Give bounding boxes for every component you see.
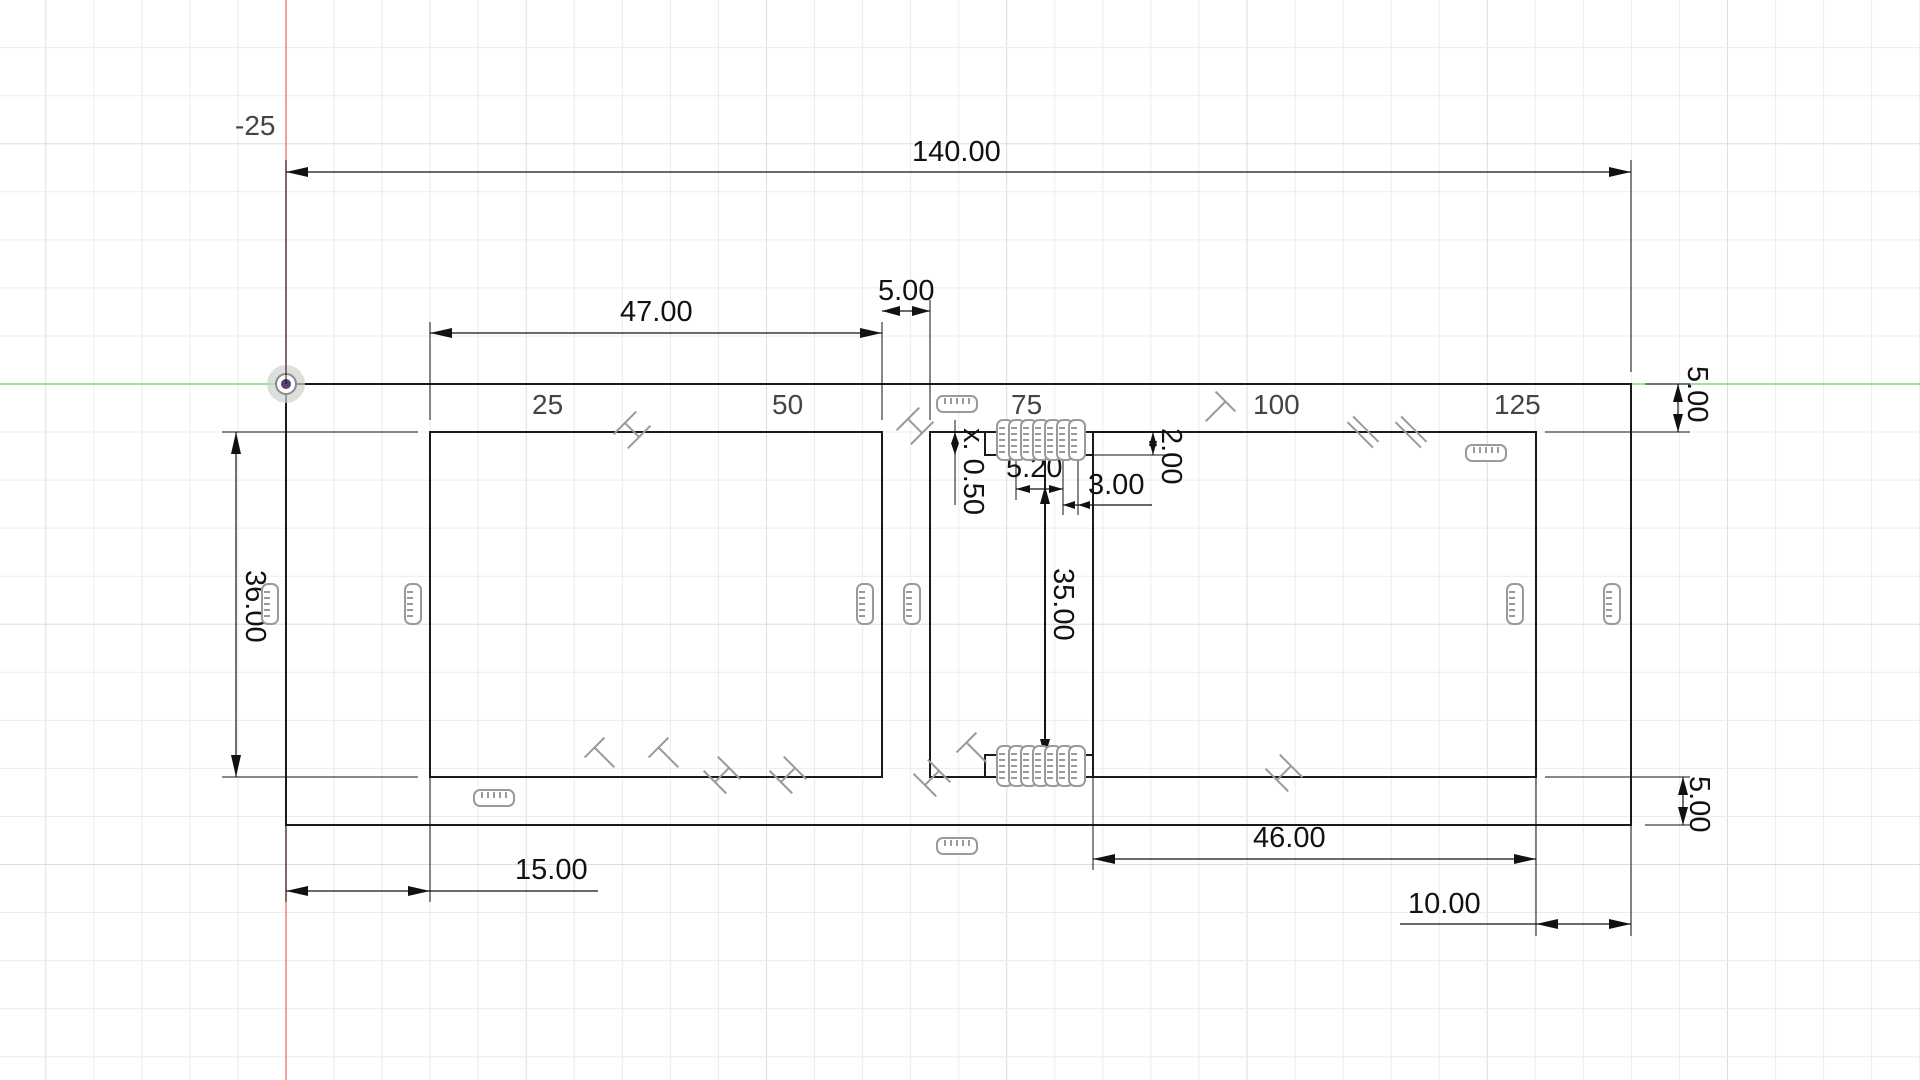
vertical-constraint-icon[interactable] — [1506, 583, 1524, 625]
dim-tab-width[interactable]: 3.00 — [1062, 455, 1152, 515]
grid-label-100: 100 — [1253, 389, 1300, 420]
dim-bottom-margin[interactable]: 5.00 — [1545, 776, 1715, 832]
left-pocket[interactable] — [429, 431, 883, 778]
svg-text:2.00: 2.00 — [1155, 428, 1187, 484]
perpendicular-constraint-icon[interactable] — [583, 736, 625, 778]
constraint-glyphs — [261, 390, 1621, 855]
vertical-constraint-icon[interactable] — [261, 583, 279, 625]
vertical-constraint-icon[interactable] — [404, 583, 422, 625]
perpendicular-constraint-icon[interactable] — [955, 731, 997, 773]
vertical-constraint-icon[interactable] — [1068, 419, 1086, 461]
dim-left-offset[interactable]: 15.00 — [285, 777, 598, 902]
grid-label-50: 50 — [772, 389, 803, 420]
svg-text:5.00: 5.00 — [1681, 366, 1713, 422]
perpendicular-constraint-icon[interactable] — [1196, 390, 1237, 432]
outer-profile[interactable] — [285, 383, 1632, 826]
coincident-constraint-icon[interactable] — [612, 410, 652, 450]
coincident-constraint-icon[interactable] — [1264, 753, 1304, 793]
dim-left-pocket-width[interactable]: 47.00 — [429, 296, 883, 420]
dim-tab-depth[interactable]: 2.00 — [1093, 428, 1187, 484]
dim-right-pocket-width[interactable]: 46.00 — [1092, 777, 1537, 936]
perpendicular-constraint-icon[interactable] — [647, 736, 689, 778]
svg-text:x. 0.50: x. 0.50 — [957, 428, 989, 515]
horizontal-constraint-icon[interactable] — [1465, 444, 1507, 462]
svg-text:35.00: 35.00 — [1047, 568, 1079, 641]
grid-label-neg25: -25 — [235, 110, 275, 141]
dim-overall-width[interactable]: 140.00 — [285, 136, 1632, 384]
dim-tab-note[interactable]: x. 0.50 — [951, 420, 989, 515]
grid-label-75: 75 — [1011, 389, 1042, 420]
grid-label-25: 25 — [532, 389, 563, 420]
dim-pocket-height[interactable]: 36.00 — [222, 431, 418, 778]
svg-text:5.00: 5.00 — [878, 275, 934, 307]
svg-text:140.00: 140.00 — [912, 136, 1001, 168]
vertical-constraint-icon[interactable] — [856, 583, 874, 625]
coincident-constraint-icon[interactable] — [768, 755, 808, 795]
horizontal-constraint-icon[interactable] — [936, 395, 978, 413]
coincident-constraint-icon[interactable] — [702, 755, 742, 795]
parallel-constraint-icon[interactable] — [1346, 415, 1380, 449]
svg-text:5.00: 5.00 — [1683, 776, 1715, 832]
svg-text:46.00: 46.00 — [1253, 822, 1326, 854]
dim-slot-height[interactable]: 35.00 — [1040, 486, 1079, 757]
coincident-constraint-icon[interactable] — [912, 758, 952, 798]
vertical-constraint-icon[interactable] — [1603, 583, 1621, 625]
dimensions: 140.00 47.00 5.00 5.00 — [222, 136, 1715, 936]
vertical-constraint-icon[interactable] — [903, 583, 921, 625]
dim-top-margin[interactable]: 5.00 — [1545, 366, 1713, 433]
vertical-constraint-icon[interactable] — [1068, 745, 1086, 787]
svg-text:15.00: 15.00 — [515, 854, 588, 886]
svg-text:10.00: 10.00 — [1408, 888, 1481, 920]
dim-gap-width[interactable]: 5.00 — [878, 275, 934, 420]
dim-right-offset[interactable]: 10.00 — [1400, 825, 1632, 936]
coincident-constraint-icon[interactable] — [895, 406, 935, 446]
svg-text:3.00: 3.00 — [1088, 469, 1144, 501]
horizontal-constraint-icon[interactable] — [936, 837, 978, 855]
svg-text:47.00: 47.00 — [620, 296, 693, 328]
horizontal-constraint-icon[interactable] — [473, 789, 515, 807]
grid-label-125: 125 — [1494, 389, 1541, 420]
parallel-constraint-icon[interactable] — [1394, 415, 1428, 449]
